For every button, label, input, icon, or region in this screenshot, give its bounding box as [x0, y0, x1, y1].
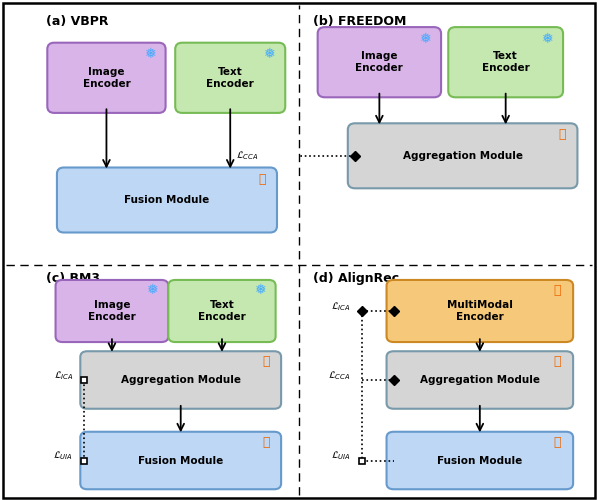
Text: ❅: ❅	[541, 32, 553, 46]
FancyBboxPatch shape	[318, 27, 441, 98]
FancyBboxPatch shape	[448, 27, 563, 98]
Text: Aggregation Module: Aggregation Module	[402, 151, 523, 161]
FancyBboxPatch shape	[386, 432, 573, 489]
Text: Fusion Module: Fusion Module	[138, 456, 223, 466]
FancyBboxPatch shape	[386, 280, 573, 342]
Text: $\mathcal{L}_{UIA}$: $\mathcal{L}_{UIA}$	[331, 450, 350, 462]
FancyBboxPatch shape	[175, 42, 285, 113]
Text: $\mathcal{L}_{CCA}$: $\mathcal{L}_{CCA}$	[236, 150, 259, 162]
Text: 🔥: 🔥	[554, 355, 561, 368]
Text: (d) AlignRec: (d) AlignRec	[313, 272, 399, 285]
Text: ❅: ❅	[145, 48, 156, 62]
Text: Aggregation Module: Aggregation Module	[420, 375, 540, 385]
Text: $\mathcal{L}_{CCA}$: $\mathcal{L}_{CCA}$	[328, 369, 350, 382]
FancyBboxPatch shape	[348, 124, 578, 188]
Text: 🔥: 🔥	[554, 284, 561, 297]
Text: Text
Encoder: Text Encoder	[482, 51, 530, 74]
FancyBboxPatch shape	[80, 351, 281, 409]
Text: ❅: ❅	[419, 32, 431, 46]
Text: MultiModal
Encoder: MultiModal Encoder	[447, 300, 512, 322]
FancyBboxPatch shape	[386, 351, 573, 409]
Text: 🔥: 🔥	[554, 436, 561, 448]
Text: $\mathcal{L}_{UIA}$: $\mathcal{L}_{UIA}$	[53, 450, 74, 462]
FancyBboxPatch shape	[47, 42, 166, 113]
FancyBboxPatch shape	[56, 280, 169, 342]
FancyBboxPatch shape	[80, 432, 281, 489]
Text: 🔥: 🔥	[258, 172, 266, 186]
FancyBboxPatch shape	[169, 280, 276, 342]
Text: 🔥: 🔥	[263, 436, 270, 448]
Text: $\mathcal{L}_{ICA}$: $\mathcal{L}_{ICA}$	[331, 300, 350, 313]
Text: Fusion Module: Fusion Module	[124, 195, 209, 205]
FancyBboxPatch shape	[57, 168, 277, 232]
Text: $\mathcal{L}_{ICA}$: $\mathcal{L}_{ICA}$	[54, 369, 74, 382]
Text: Image
Encoder: Image Encoder	[355, 51, 403, 74]
Text: (c) BM3: (c) BM3	[46, 272, 100, 285]
Text: (a) VBPR: (a) VBPR	[46, 16, 108, 28]
Text: Text
Encoder: Text Encoder	[206, 66, 254, 89]
Text: Image
Encoder: Image Encoder	[88, 300, 136, 322]
Text: 🔥: 🔥	[263, 355, 270, 368]
Text: ❅: ❅	[147, 284, 159, 298]
Text: (b) FREEDOM: (b) FREEDOM	[313, 16, 407, 28]
Text: Aggregation Module: Aggregation Module	[121, 375, 241, 385]
Text: Text
Encoder: Text Encoder	[198, 300, 246, 322]
Text: Image
Encoder: Image Encoder	[83, 66, 130, 89]
Text: ❅: ❅	[264, 48, 276, 62]
Text: 🔥: 🔥	[558, 128, 565, 141]
Text: Fusion Module: Fusion Module	[437, 456, 523, 466]
Text: ❅: ❅	[255, 284, 266, 298]
